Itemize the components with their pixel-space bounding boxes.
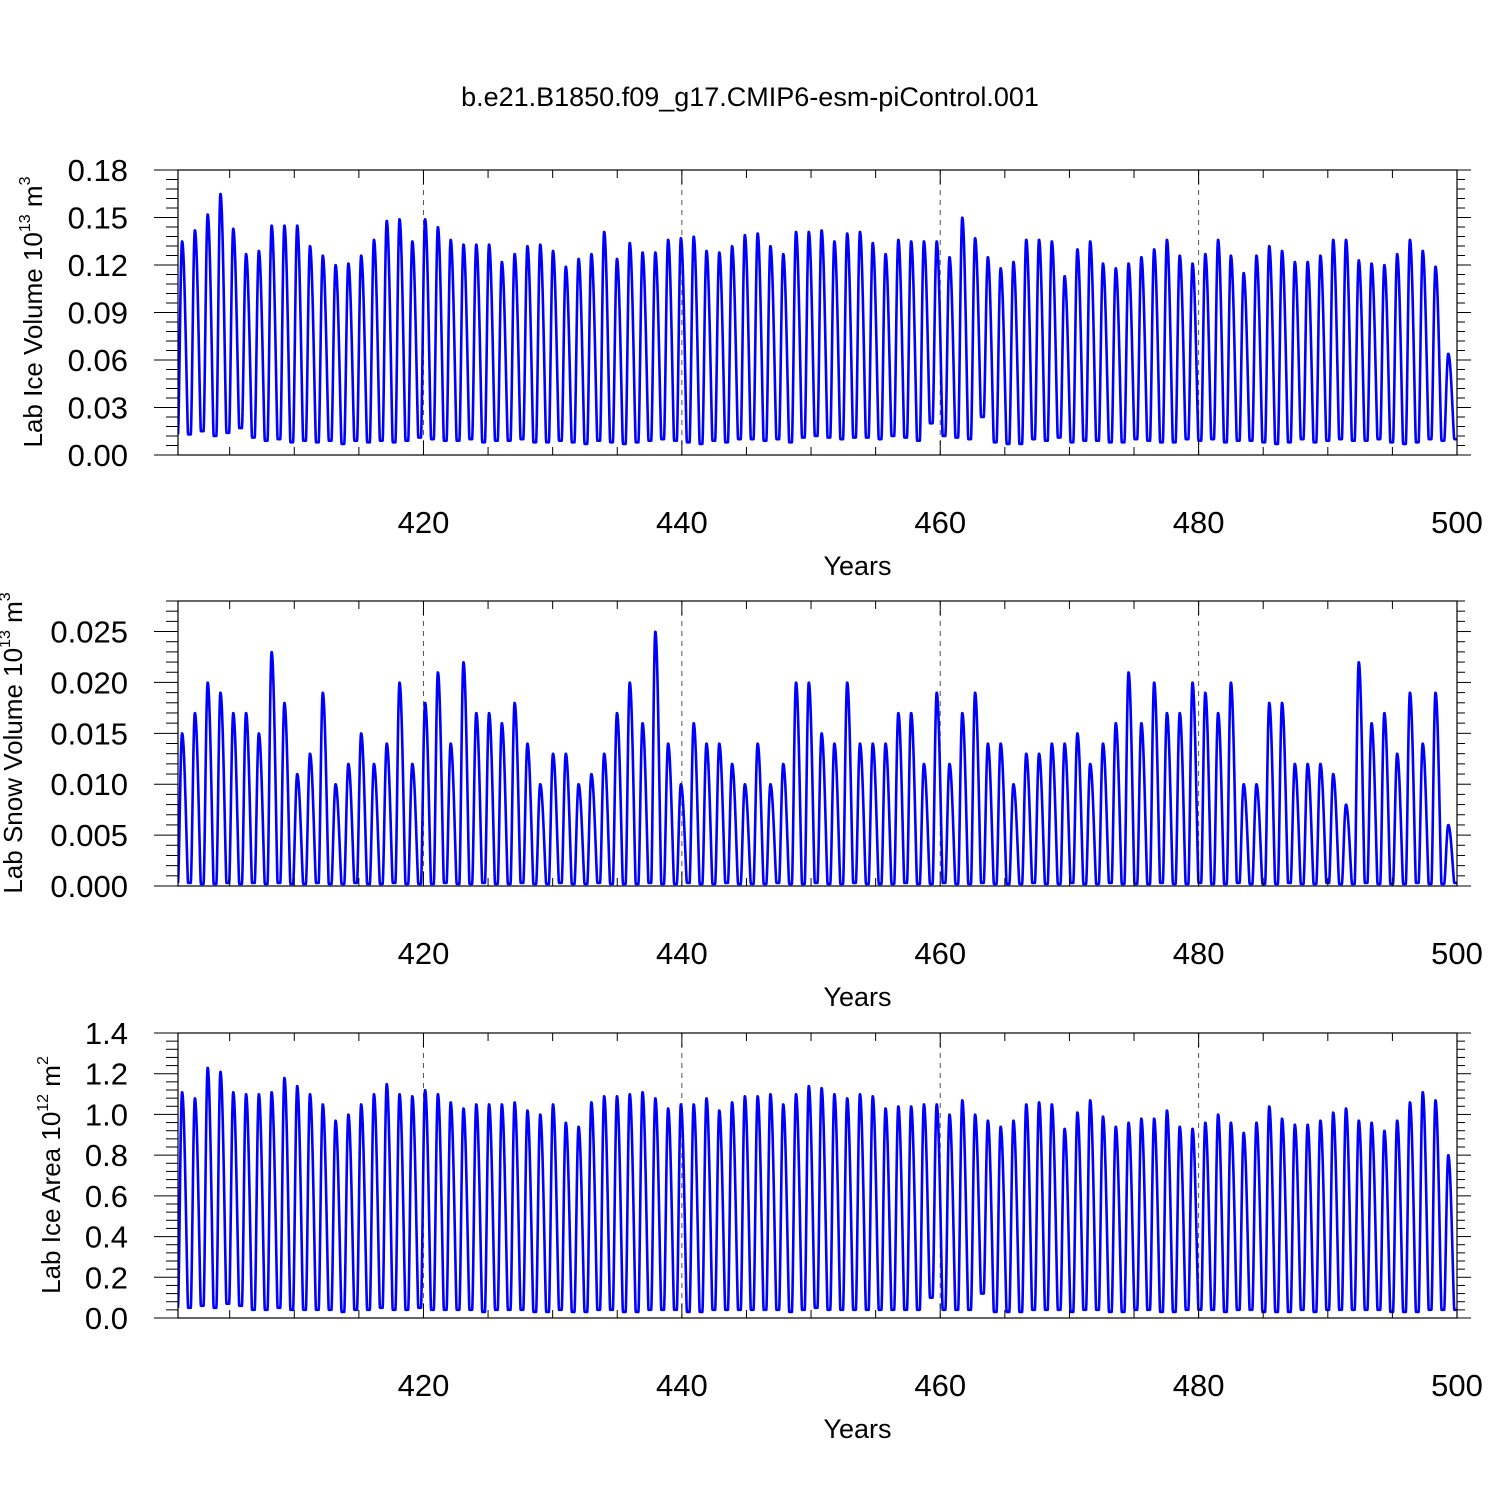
series-line-ice-area bbox=[178, 1066, 1457, 1314]
panel-ice-area: 420 440 460 480 500 Years 0.0 0.2 0.4 0.6 0.8 1.0 1.… bbox=[35, 1016, 1483, 1444]
plot-frame bbox=[177, 1032, 1458, 1319]
y-tick-label: 0.0 bbox=[85, 1301, 128, 1336]
y-tick-label: 0.03 bbox=[68, 391, 128, 426]
y-tick-label: 1.4 bbox=[85, 1016, 128, 1051]
y-tick-label: 0.15 bbox=[68, 201, 128, 236]
x-tick-label-500: 500 bbox=[1431, 1368, 1483, 1403]
y-tick-label: 0.005 bbox=[50, 818, 128, 853]
y-tick-label: 0.12 bbox=[68, 248, 128, 283]
x-tick-label-440: 440 bbox=[656, 505, 708, 540]
y-tick-label: 1.0 bbox=[85, 1097, 128, 1132]
y-tick-label: 0.06 bbox=[68, 343, 128, 378]
x-axis-label: Years bbox=[823, 551, 891, 581]
panel-snow-volume: 420 440 460 480 500 Years 0.000 0.005 0.010 0.015… bbox=[0, 592, 1483, 1012]
x-tick-label-460: 460 bbox=[914, 936, 966, 971]
x-tick-label-460: 460 bbox=[914, 1368, 966, 1403]
y-tick-label: 0.4 bbox=[85, 1220, 128, 1255]
y-tick-label: 0.000 bbox=[50, 869, 128, 904]
series-line-snow-volume bbox=[178, 630, 1457, 886]
y-tick-label: 0.8 bbox=[85, 1138, 128, 1173]
y-tick-label: 0.010 bbox=[50, 767, 128, 802]
x-tick-label-420: 420 bbox=[398, 505, 450, 540]
y-tick-label: 0.18 bbox=[68, 153, 128, 188]
x-tick-label-440: 440 bbox=[656, 936, 708, 971]
x-tick-label-440: 440 bbox=[656, 1368, 708, 1403]
x-tick-label-460: 460 bbox=[914, 505, 966, 540]
y-tick-label: 0.6 bbox=[85, 1179, 128, 1214]
y-axis-label: Lab Ice Area 1012 m2 bbox=[35, 1056, 66, 1294]
y-tick-label: 0.020 bbox=[50, 665, 128, 700]
y-tick-label: 0.2 bbox=[85, 1260, 128, 1295]
figure-title: b.e21.B1850.f09_g17.CMIP6-esm-piControl.… bbox=[461, 82, 1039, 112]
x-axis-label: Years bbox=[823, 1414, 891, 1444]
y-tick-label: 0.015 bbox=[50, 716, 128, 751]
y-tick-label: 0.025 bbox=[50, 615, 128, 650]
y-tick-label: 0.09 bbox=[68, 296, 128, 331]
x-tick-label-480: 480 bbox=[1173, 505, 1225, 540]
x-tick-label-420: 420 bbox=[398, 1368, 450, 1403]
x-tick-label-480: 480 bbox=[1173, 936, 1225, 971]
x-tick-label-500: 500 bbox=[1431, 936, 1483, 971]
x-tick-label-420: 420 bbox=[398, 936, 450, 971]
x-tick-label-480: 480 bbox=[1173, 1368, 1225, 1403]
x-axis-label: Years bbox=[823, 982, 891, 1012]
y-tick-label: 1.2 bbox=[85, 1057, 128, 1092]
series-line-ice-volume bbox=[178, 192, 1457, 446]
y-axis-label: Lab Snow Volume 1013 m3 bbox=[0, 592, 28, 893]
y-tick-label: 0.00 bbox=[68, 438, 128, 473]
x-tick-label-500: 500 bbox=[1431, 505, 1483, 540]
panel-ice-volume: 420 440 460 480 500 Years 0.00 0.03 0.06 0.09 0.12… bbox=[17, 153, 1483, 581]
y-axis-label: Lab Ice Volume 1013 m3 bbox=[17, 176, 48, 447]
